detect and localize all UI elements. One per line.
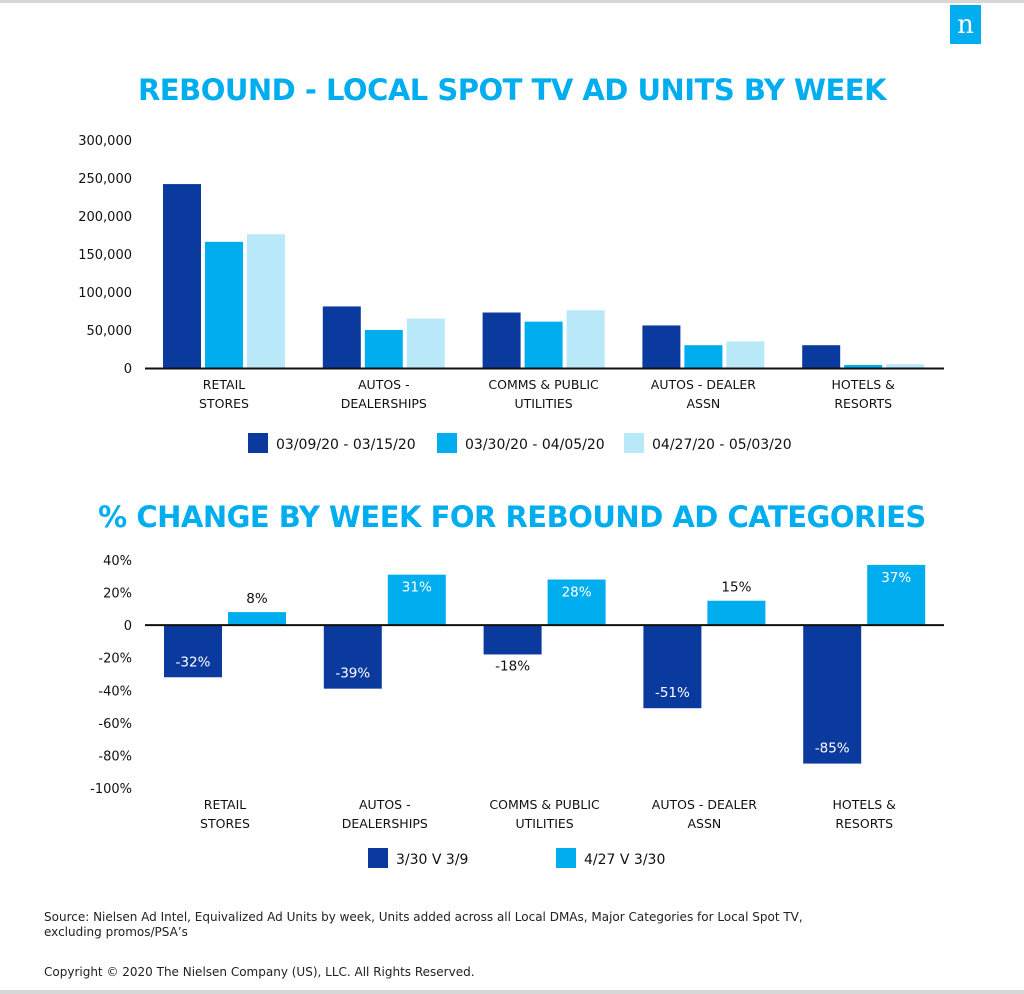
category-label: COMMS & PUBLIC [488,377,599,392]
legend-swatch [437,433,457,453]
category-label: AUTOS - DEALER [651,377,757,392]
data-label: 28% [562,585,592,601]
bar-1 [163,184,201,368]
bar-1 [323,625,382,689]
bar-2 [844,364,883,368]
source-footnote: Source: Nielsen Ad Intel, Equivalized Ad… [44,910,944,940]
bar-2 [364,330,403,368]
legend-label: 4/27 V 3/30 [584,852,665,868]
category-label: RETAIL [204,797,246,812]
data-label: 37% [881,570,911,586]
legend-swatch [624,433,644,453]
source-line-2: excluding promos/PSA’s [44,925,188,939]
y-tick-label: 100,000 [78,286,132,301]
y-tick-label: -40% [98,684,132,699]
category-label: HOTELS & [831,377,895,392]
category-label: ASSN [688,816,722,831]
bar-2 [524,321,563,368]
bottom-divider [0,990,1024,994]
legend-label: 03/30/20 - 04/05/20 [465,437,605,453]
category-label: STORES [200,816,250,831]
category-label: UTILITIES [514,396,572,411]
bar-1 [802,345,841,368]
category-label: AUTOS - [358,377,410,392]
legend-swatch [556,848,576,868]
bar-1 [482,312,521,368]
data-label: -85% [815,741,850,757]
bar-2 [205,241,243,368]
data-label: -39% [335,666,370,682]
y-tick-label: 20% [103,587,132,602]
bar-1 [643,625,702,709]
category-label: DEALERSHIPS [341,396,427,411]
legend-label: 03/09/20 - 03/15/20 [276,437,416,453]
category-label: UTILITIES [515,816,573,831]
y-tick-label: 40% [103,554,132,569]
bar-1 [483,625,542,655]
chart-title: REBOUND - LOCAL SPOT TV AD UNITS BY WEEK [138,73,888,107]
category-label: RESORTS [835,816,893,831]
bar-3 [726,341,765,368]
y-tick-label: -20% [98,652,132,667]
y-tick-label: 0 [124,619,132,634]
y-tick-label: 250,000 [78,172,132,187]
category-label: AUTOS - [359,797,411,812]
source-line-1: Source: Nielsen Ad Intel, Equivalized Ad… [44,910,803,924]
bar-1 [164,625,222,678]
category-label: COMMS & PUBLIC [489,797,600,812]
units-by-week-chart: REBOUND - LOCAL SPOT TV AD UNITS BY WEEK… [78,73,944,453]
y-tick-label: 300,000 [78,134,132,149]
bar-3 [406,318,445,368]
bar-2 [684,345,723,368]
bar-3 [247,234,285,368]
category-label: RETAIL [203,377,245,392]
data-label: -18% [495,658,530,674]
chart-title: % CHANGE BY WEEK FOR REBOUND AD CATEGORI… [98,500,926,534]
y-tick-label: 150,000 [78,248,132,263]
bar-2 [387,574,446,626]
bar-2 [707,600,766,626]
y-tick-label: 200,000 [78,210,132,225]
legend-label: 04/27/20 - 05/03/20 [652,437,792,453]
y-tick-label: -100% [90,782,132,797]
data-label: 15% [721,580,751,596]
percent-change-chart: % CHANGE BY WEEK FOR REBOUND AD CATEGORI… [90,500,944,868]
category-label: DEALERSHIPS [342,816,428,831]
bar-2 [547,579,606,626]
y-tick-label: -80% [98,749,132,764]
data-label: -32% [176,654,211,670]
category-label: RESORTS [834,396,892,411]
y-tick-label: -60% [98,717,132,732]
category-label: AUTOS - DEALER [652,797,758,812]
bar-2 [228,612,286,626]
category-label: STORES [199,396,249,411]
bar-1 [803,625,862,764]
bar-1 [642,325,681,368]
legend-label: 3/30 V 3/9 [396,852,468,868]
category-label: ASSN [687,396,721,411]
copyright-text: Copyright © 2020 The Nielsen Company (US… [44,965,475,979]
nielsen-logo: n [950,5,981,44]
bar-3 [566,310,605,368]
bar-3 [886,364,925,368]
y-tick-label: 0 [124,362,132,377]
data-label: 8% [246,591,268,607]
bar-1 [322,306,361,368]
data-label: 31% [402,580,432,596]
category-label: HOTELS & [832,797,896,812]
bar-2 [867,564,926,626]
legend-swatch [248,433,268,453]
legend-swatch [368,848,388,868]
data-label: -51% [655,685,690,701]
y-tick-label: 50,000 [87,324,133,339]
top-divider [0,0,1024,3]
